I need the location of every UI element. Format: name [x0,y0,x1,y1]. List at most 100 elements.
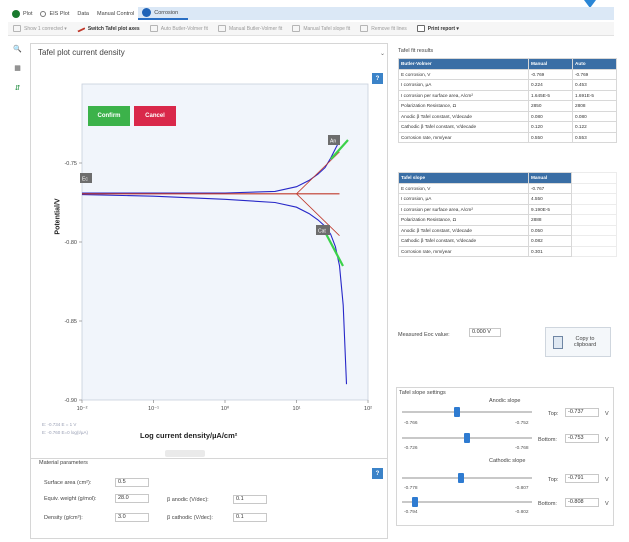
remove-fit-lines-button[interactable]: Remove fit lines [355,25,412,32]
cathodic-top-field[interactable]: -0.791 [565,474,599,483]
table-cell: 0.120 [528,121,573,133]
table-row: Anodic β Tafel constant, V/decade 0.080 0.… [398,110,617,122]
switch-axes-button[interactable]: Switch Tafel plot axes [72,24,145,33]
cathodic-bottom-max: -0.802 [515,510,529,515]
table-cell: 0.122 [572,121,617,133]
table-cell [571,182,617,194]
table-row: Corrosion rate, mm/year 0.550 0.553 [398,131,617,143]
anodic-branch-line [82,140,340,194]
tab-eis-plot[interactable]: EIS Plot [36,7,73,20]
fit-results-title: Tafel fit results [398,48,434,54]
plot-help-button[interactable]: ? [372,73,383,84]
table-cell: 1.691E-5 [572,89,617,101]
y-tick-label: -0.90 [64,398,77,404]
radio-icon [40,10,47,17]
auto-fit-button[interactable]: Auto Butler-Volmer fit [145,25,213,32]
tab-corrosion[interactable]: Corrosion [138,7,189,20]
beta-cathodic-field[interactable]: 0.1 [233,513,267,522]
tab-data[interactable]: Data [77,10,89,17]
equiv-weight-field[interactable]: 28.0 [115,494,149,503]
fit-icon[interactable]: ⇵ [14,84,21,92]
confirm-button[interactable]: Confirm [88,106,130,126]
anodic-bottom-slider-thumb[interactable] [464,433,470,443]
cathodic-bottom-slider[interactable] [402,501,532,503]
remove-lines-icon [360,25,369,32]
cathodic-bottom-label: Bottom: [538,501,557,507]
report-icon [416,25,425,32]
table-row: I corrosion, µA 0.224 0.453 [398,79,617,91]
cancel-button[interactable]: Cancel [134,106,176,126]
table-cell: E corrosion, V [398,68,529,80]
table-cell: Anodic β Tafel constant, V/decade [398,110,529,122]
table-cell: 2850 [528,100,573,112]
equiv-weight-label: Equiv. weight (g/mol): [44,496,97,502]
show-corrected-button[interactable]: Show 1 corrected ▾ [8,25,72,32]
chevron-down-icon[interactable]: ⌄ [380,51,386,57]
anodic-top-slider-thumb[interactable] [453,407,460,417]
table-cell: 0.082 [528,235,572,247]
density-field[interactable]: 3.0 [115,513,149,522]
table-row: Cathodic β Tafel constant, V/decade 0.082 [398,235,617,247]
cathodic-bottom-slider-thumb[interactable] [412,497,418,507]
surface-area-field[interactable]: 0.5 [115,478,149,487]
table-row: Anodic β Tafel constant, V/decade 0.050 [398,224,617,236]
anodic-top-slider[interactable] [402,411,532,413]
anodic-top-field[interactable]: -0.737 [565,408,599,417]
table-cell [571,203,617,215]
table-cell: Corrosion rate, mm/year [398,245,529,257]
x-tick-label: 10¹ [293,406,301,412]
table-icon[interactable]: ▦ [14,64,21,72]
table-row: I corrosion, µA 4.550 [398,193,617,205]
cathodic-fit-line [296,193,340,236]
panel-splitter[interactable] [165,450,205,457]
anodic-marker[interactable] [328,135,340,145]
anodic-bottom-min: -0.726 [404,446,418,451]
table-cell: Polarization Resistance, Ω [398,214,529,226]
table-cell: I corrosion, µA [398,193,529,205]
anodic-bottom-max: -0.768 [515,446,529,451]
auto-fit-icon [149,25,158,32]
table-cell: -0.769 [572,68,617,80]
tafel-chart[interactable]: 10⁻² 10⁻¹ 10⁰ 10¹ 10² -0.75 -0.80 -0.85 -0.90 Ec… [38,70,378,415]
cathodic-top-slider[interactable] [402,477,532,479]
cathodic-top-slider-thumb[interactable] [457,473,464,483]
header-cell: Manual [528,172,572,184]
plot-area [81,83,369,401]
x-tick-label: 10⁰ [221,405,230,412]
eoc-field[interactable]: 0.000 V [469,328,501,337]
axis-ticks: 10⁻² 10⁻¹ 10⁰ 10¹ 10² -0.75 -0.80 -0.85 -0.90 [64,161,372,412]
table-row: E corrosion, V -0.769 -0.769 [398,68,617,80]
cathodic-bottom-field[interactable]: -0.808 [565,498,599,507]
switch-axes-icon [76,24,86,33]
anodic-top-min: -0.766 [404,421,418,426]
plot-title: Tafel plot current density [38,48,125,57]
clipboard-icon [553,335,563,349]
header-cell: Butler-Volmer [398,58,529,70]
anodic-slope-title: Anodic slope [489,398,521,404]
material-help-button[interactable]: ? [372,468,383,479]
plot-icon [12,9,20,18]
header-cell: Tafel slope [398,172,529,184]
tab-manual-control[interactable]: Manual Control [96,10,135,17]
beta-anodic-field[interactable]: 0.1 [233,495,267,504]
manual-tafel-fit-button[interactable]: Manual Tafel slope fit [287,25,355,32]
zoom-icon[interactable]: 🔍 [13,45,22,53]
cathodic-top-min: -0.778 [404,486,418,491]
print-report-button[interactable]: Print report ▾ [412,25,464,32]
table-cell: Cathodic β Tafel constant, V/decade [398,235,529,247]
anodic-top-max: -0.752 [515,421,529,426]
table-cell: I corrosion, µA [398,79,529,91]
anodic-marker-label: An [330,139,336,145]
cathodic-marker[interactable] [316,225,330,235]
ec-marker[interactable] [80,173,92,183]
tab-plot[interactable]: Plot [8,7,36,20]
anodic-top-label: Top: [548,411,559,417]
table-cell: 0.553 [572,131,617,143]
copy-to-clipboard-button[interactable]: Copy to clipboard [545,327,611,357]
cathodic-branch-line [81,194,348,385]
anodic-highlight [330,139,349,160]
table-cell: Cathodic β Tafel constant, V/decade [398,121,529,133]
anodic-bottom-field[interactable]: -0.753 [565,434,599,443]
cathodic-bottom-min: -0.794 [404,510,418,515]
manual-bv-fit-button[interactable]: Manual Butler-Volmer fit [213,25,287,32]
